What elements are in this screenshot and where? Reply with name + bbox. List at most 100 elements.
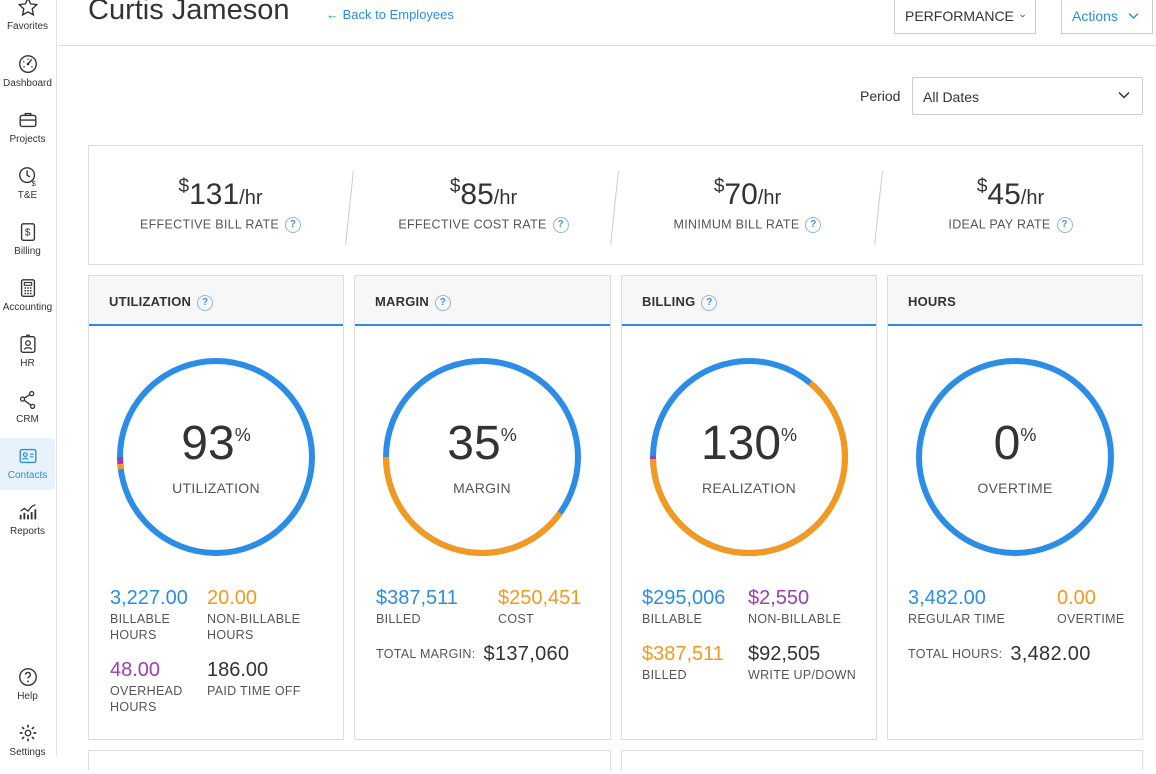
billed-stat: $387,511 BILLED: [642, 643, 724, 682]
rate-value: $131/hr: [178, 176, 263, 211]
invoice-icon: $: [20, 223, 35, 241]
sidebar-item-dashboard[interactable]: Dashboard: [0, 53, 55, 105]
sidebar-item-projects[interactable]: Projects: [0, 109, 55, 161]
period-value: All Dates: [923, 89, 980, 105]
star-icon: [17, 0, 38, 17]
card-title: UTILIZATION?: [89, 276, 343, 326]
svg-text:$: $: [24, 228, 30, 239]
back-to-employees-link[interactable]: ← Back to Employees: [326, 7, 454, 22]
page-title: Curtis Jameson: [88, 0, 290, 26]
hours-ring: [916, 358, 1114, 556]
sidebar-item-label: Favorites: [6, 21, 49, 32]
sidebar-item-label: Projects: [9, 134, 46, 145]
billable-hours-stat: 3,227.00 BILLABLE HOURS: [110, 587, 188, 642]
rate-minimum-bill: $70/hr MINIMUM BILL RATE?: [616, 146, 879, 264]
contact-card-icon: [19, 448, 36, 464]
performance-dropdown[interactable]: PERFORMANCE: [894, 0, 1036, 34]
sidebar-item-reports[interactable]: Reports: [0, 501, 55, 553]
billing-caption: REALIZATION: [701, 480, 797, 496]
rate-label: EFFECTIVE COST RATE?: [352, 217, 615, 233]
utilization-card: UTILIZATION? 93% UTILIZATION 3,227.00 BI…: [88, 275, 344, 740]
period-label: Period: [860, 88, 901, 104]
badge-icon: [19, 334, 36, 353]
total-margin: TOTAL MARGIN: $137,060: [376, 643, 570, 665]
writeup-stat: $92,505 WRITE UP/DOWN: [748, 643, 857, 682]
sidebar-item-label: HR: [20, 358, 35, 369]
hours-caption: OVERTIME: [977, 480, 1053, 496]
sidebar-item-help[interactable]: Help: [0, 666, 55, 718]
gauge-icon: [18, 55, 37, 73]
chart-icon: [19, 504, 36, 520]
total-hours: TOTAL HOURS: 3,482.00: [908, 643, 1091, 665]
nonbillable-hours-stat: 20.00 NON-BILLABLE HOURS: [207, 587, 301, 642]
nonbillable-stat: $2,550 NON-BILLABLE: [748, 587, 842, 626]
sidebar-item-te[interactable]: $ T&E: [0, 165, 55, 217]
sidebar-item-label: Accounting: [2, 302, 53, 313]
period-select[interactable]: All Dates: [912, 77, 1143, 115]
performance-label: PERFORMANCE: [905, 7, 1014, 24]
rate-label: IDEAL PAY RATE?: [879, 217, 1142, 233]
rate-effective-cost: $85/hr EFFECTIVE COST RATE?: [352, 146, 615, 264]
help-icon[interactable]: ?: [805, 217, 822, 233]
sidebar-item-label: Settings: [9, 747, 46, 758]
chevron-down-icon: [1128, 12, 1139, 19]
sidebar-item-settings[interactable]: Settings: [0, 722, 55, 774]
card-title: BILLING?: [622, 276, 876, 326]
actions-label: Actions: [1072, 7, 1118, 24]
rate-ideal-pay: $45/hr IDEAL PAY RATE?: [879, 146, 1142, 264]
sidebar-item-contacts[interactable]: Contacts: [0, 438, 55, 490]
billable-stat: $295,006 BILLABLE: [642, 587, 726, 626]
sidebar-item-label: Reports: [9, 526, 45, 537]
svg-text:$: $: [31, 179, 35, 187]
billing-card: BILLING? 130% REALIZATION $295,006 BILLA…: [621, 275, 877, 740]
page-header: Curtis Jameson ← Back to Employees PERFO…: [58, 0, 1156, 46]
help-icon: [18, 668, 37, 686]
help-icon[interactable]: ?: [1056, 217, 1073, 233]
sidebar-item-accounting[interactable]: Accounting: [0, 277, 55, 329]
help-icon[interactable]: ?: [552, 217, 569, 233]
billing-value: 130%: [700, 417, 798, 470]
actions-dropdown[interactable]: Actions: [1061, 0, 1153, 34]
help-icon[interactable]: ?: [285, 217, 302, 233]
margin-caption: MARGIN: [453, 480, 511, 496]
rates-panel: $131/hr EFFECTIVE BILL RATE? $85/hr EFFE…: [88, 145, 1143, 265]
rate-value: $85/hr: [449, 176, 518, 211]
briefcase-icon: [19, 112, 36, 128]
margin-value: 35%: [447, 417, 517, 470]
network-icon: [19, 390, 35, 410]
sidebar-item-label: T&E: [17, 190, 38, 201]
rate-value: $70/hr: [713, 176, 782, 211]
sidebar-item-label: Dashboard: [3, 78, 52, 89]
utilization-ring: [117, 358, 315, 556]
utilization-value: 93%: [181, 417, 251, 470]
help-icon[interactable]: ?: [701, 294, 718, 311]
sidebar-item-label: Help: [17, 691, 38, 702]
sidebar-item-favorites[interactable]: Favorites: [0, 0, 55, 48]
rate-label: MINIMUM BILL RATE?: [616, 217, 879, 233]
help-icon[interactable]: ?: [197, 294, 214, 311]
gear-icon: [19, 724, 36, 742]
sidebar-item-crm[interactable]: CRM: [0, 389, 55, 441]
utilization-caption: UTILIZATION: [172, 480, 260, 496]
billed-stat: $387,511 BILLED: [376, 587, 458, 626]
card-title: HOURS: [888, 276, 1142, 326]
lower-card: [88, 750, 611, 770]
sidebar-item-billing[interactable]: $ Billing: [0, 221, 55, 273]
lower-card: [621, 750, 1143, 770]
rate-label: EFFECTIVE BILL RATE?: [89, 217, 352, 233]
overhead-hours-stat: 48.00 OVERHEAD HOURS: [110, 659, 183, 714]
sidebar-item-label: CRM: [16, 414, 39, 425]
card-title: MARGIN?: [355, 276, 610, 326]
margin-ring: [383, 358, 581, 557]
hours-value: 0%: [993, 417, 1037, 470]
rate-value: $45/hr: [976, 176, 1045, 211]
sidebar: Favorites Dashboard Projects $ T&E $ Bil…: [0, 0, 57, 758]
sidebar-item-hr[interactable]: HR: [0, 333, 55, 385]
help-icon[interactable]: ?: [434, 294, 451, 311]
billing-ring: [649, 358, 848, 557]
rate-effective-bill: $131/hr EFFECTIVE BILL RATE?: [89, 146, 352, 264]
regular-time-stat: 3,482.00 REGULAR TIME: [908, 587, 1006, 626]
overtime-stat: 0.00 OVERTIME: [1057, 587, 1125, 626]
chevron-down-icon: [1020, 14, 1025, 17]
margin-card: MARGIN? 35% MARGIN $387,511 BILLED $250,…: [354, 275, 611, 740]
